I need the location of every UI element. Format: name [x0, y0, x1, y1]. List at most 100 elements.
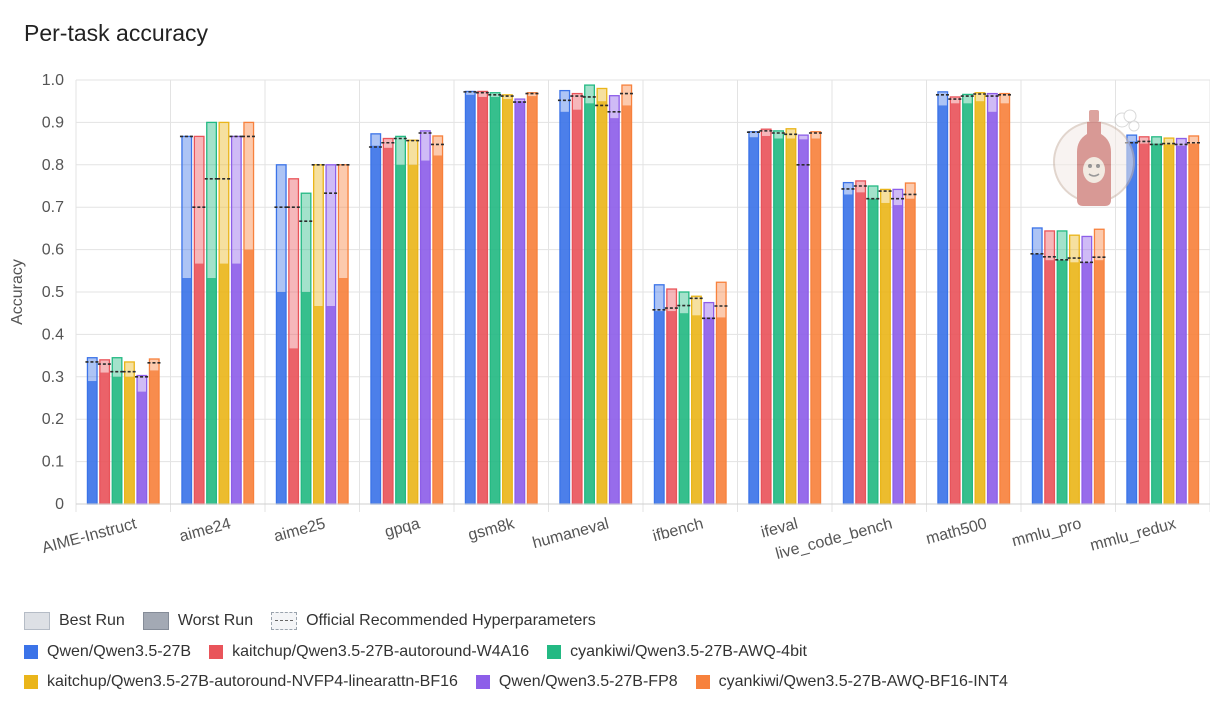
legend-model-0[interactable]: Qwen/Qwen3.5-27B — [24, 643, 191, 661]
chart-title: Per-task accuracy — [24, 20, 209, 46]
bar-worst-run — [621, 105, 632, 504]
model-1-swatch — [209, 645, 224, 659]
bar-worst-run — [149, 370, 160, 504]
legend-model-0-label: Qwen/Qwen3.5-27B — [47, 643, 192, 660]
legend-best-run[interactable]: Best Run — [24, 612, 125, 630]
bar-worst-run — [194, 263, 204, 504]
bar-worst-run — [313, 305, 324, 504]
bar-worst-run — [1126, 141, 1137, 505]
legend-models-row-2: kaitchup/Qwen3.5-27B-autoround-NVFP4-lin… — [24, 673, 1026, 691]
legend-model-3[interactable]: kaitchup/Qwen3.5-27B-autoround-NVFP4-lin… — [24, 673, 458, 691]
bar-worst-run — [181, 278, 192, 504]
legend-model-5[interactable]: cyankiwi/Qwen3.5-27B-AWQ-BF16-INT4 — [695, 673, 1008, 691]
bar-worst-run — [1176, 145, 1187, 504]
x-tick-label: ifbench — [651, 515, 705, 545]
bar-worst-run — [288, 348, 299, 504]
bar-worst-run — [975, 101, 985, 504]
bar-worst-run — [584, 103, 595, 504]
bar-worst-run — [395, 164, 406, 505]
bar-worst-run — [301, 292, 311, 504]
bar-worst-run — [490, 96, 500, 505]
y-tick-label: 0.6 — [42, 242, 64, 259]
legend-model-2[interactable]: cyankiwi/Qwen3.5-27B-AWQ-4bit — [547, 643, 807, 661]
legend-worst-run-label: Worst Run — [177, 612, 254, 629]
bar-worst-run — [1082, 262, 1092, 504]
y-tick-label: 0.3 — [42, 369, 64, 386]
legend-model-2-label: cyankiwi/Qwen3.5-27B-AWQ-4bit — [570, 643, 807, 660]
y-tick-label: 0.8 — [42, 157, 64, 174]
bar-worst-run — [515, 101, 525, 504]
worst-run-swatch — [142, 612, 169, 630]
bar-worst-run — [477, 96, 488, 505]
x-tick-label: humaneval — [531, 515, 611, 552]
bar-worst-run — [905, 198, 916, 504]
legend-worst-run[interactable]: Worst Run — [142, 612, 254, 630]
bar-worst-run — [231, 263, 242, 504]
bar-worst-run — [691, 315, 702, 504]
bar-worst-run — [950, 103, 960, 504]
y-tick-label: 0.2 — [42, 411, 64, 428]
bar-worst-run — [609, 118, 620, 504]
bar-worst-run — [843, 194, 854, 505]
bar-worst-run — [773, 138, 784, 504]
legend-model-1[interactable]: kaitchup/Qwen3.5-27B-autoround-W4A16 — [209, 643, 529, 661]
x-tick-label: AIME-Instruct — [40, 515, 139, 557]
bar-worst-run — [654, 311, 665, 504]
y-tick-label: 1.0 — [42, 72, 64, 89]
bar-worst-run — [370, 145, 381, 504]
legend-model-5-label: cyankiwi/Qwen3.5-27B-AWQ-BF16-INT4 — [718, 673, 1008, 690]
x-tick-label: math500 — [924, 515, 989, 548]
legend-official[interactable]: Official Recommended Hyperparameters — [271, 612, 596, 630]
legend-model-3-label: kaitchup/Qwen3.5-27B-autoround-NVFP4-lin… — [47, 673, 458, 690]
bar-worst-run — [893, 205, 903, 504]
bar-worst-run — [716, 317, 727, 504]
y-tick-label: 0.7 — [42, 199, 64, 216]
bar-worst-run — [1164, 144, 1174, 504]
legend-model-4[interactable]: Qwen/Qwen3.5-27B-FP8 — [475, 673, 678, 691]
bar-worst-run — [527, 96, 538, 504]
bar-worst-run — [276, 292, 287, 504]
bar-worst-run — [761, 135, 771, 504]
bar-worst-run — [572, 109, 582, 505]
legend-official-label: Official Recommended Hyperparameters — [306, 612, 596, 629]
y-tick-label: 0.1 — [42, 454, 64, 471]
bar-worst-run — [810, 138, 821, 504]
bar-worst-run — [124, 376, 135, 504]
bar-worst-run — [1069, 262, 1080, 504]
y-tick-label: 0.5 — [42, 284, 64, 301]
bar-worst-run — [99, 372, 110, 504]
bar-worst-run — [748, 137, 759, 505]
bar-worst-run — [1044, 260, 1055, 504]
legend-models-row-1: Qwen/Qwen3.5-27B kaitchup/Qwen3.5-27B-au… — [24, 643, 825, 661]
legend-model-1-label: kaitchup/Qwen3.5-27B-autoround-W4A16 — [232, 643, 530, 660]
x-tick-label: mmlu_pro — [1010, 515, 1083, 550]
bar-worst-run — [383, 147, 393, 504]
bar-worst-run — [597, 101, 607, 504]
model-0-swatch — [24, 645, 38, 659]
legend-run-types: Best Run Worst Run Official Recommended … — [24, 612, 614, 630]
per-task-accuracy-chart: 0 0.1 0.2 0.3 0.4 0.5 0.6 0.7 0.8 0.9 1.0 Accuracy A… — [9, 72, 1210, 563]
bar-worst-run — [987, 111, 998, 505]
legend-best-run-label: Best Run — [59, 612, 125, 629]
bar-worst-run — [666, 311, 677, 504]
bar-worst-run — [1094, 260, 1105, 504]
bar-worst-run — [1032, 253, 1043, 504]
bar-worst-run — [420, 160, 431, 504]
bar-worst-run — [1057, 260, 1067, 504]
bar-worst-run — [962, 103, 973, 504]
x-tick-label: aime25 — [272, 515, 327, 545]
model-5-swatch — [695, 675, 710, 689]
bar-worst-run — [137, 391, 147, 504]
bar-worst-run — [432, 155, 443, 505]
official-swatch — [271, 612, 298, 630]
bar-worst-run — [326, 305, 336, 504]
model-4-swatch — [475, 675, 490, 689]
bar-worst-run — [112, 376, 122, 504]
bar-worst-run — [87, 381, 98, 504]
legend-model-4-label: Qwen/Qwen3.5-27B-FP8 — [498, 673, 678, 690]
x-tick-label: ifeval — [759, 515, 799, 541]
bar-worst-run — [502, 99, 513, 504]
y-tick-label: 0.4 — [42, 326, 64, 343]
bar-worst-run — [559, 111, 570, 505]
x-tick-label: aime24 — [178, 515, 233, 545]
